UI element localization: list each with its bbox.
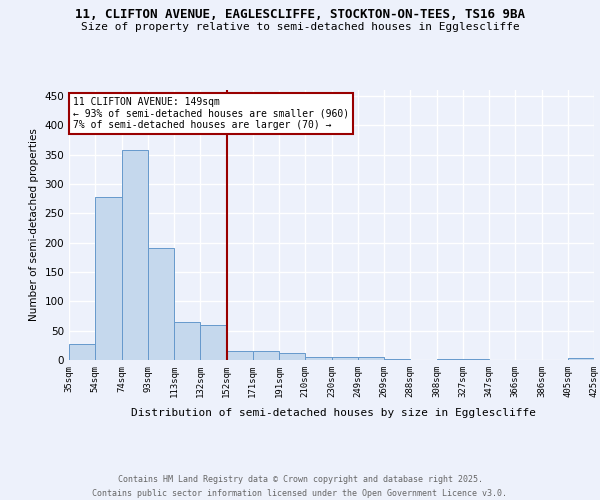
Bar bbox=[174, 322, 200, 360]
Bar bbox=[331, 357, 358, 360]
Bar bbox=[69, 344, 95, 360]
Bar bbox=[305, 357, 331, 360]
Bar bbox=[148, 248, 174, 360]
Bar bbox=[358, 357, 384, 360]
Bar bbox=[200, 325, 227, 360]
Bar bbox=[437, 359, 463, 360]
Y-axis label: Number of semi-detached properties: Number of semi-detached properties bbox=[29, 128, 39, 322]
Text: 11, CLIFTON AVENUE, EAGLESCLIFFE, STOCKTON-ON-TEES, TS16 9BA: 11, CLIFTON AVENUE, EAGLESCLIFFE, STOCKT… bbox=[75, 8, 525, 20]
Text: 11 CLIFTON AVENUE: 149sqm
← 93% of semi-detached houses are smaller (960)
7% of : 11 CLIFTON AVENUE: 149sqm ← 93% of semi-… bbox=[73, 97, 349, 130]
Text: Size of property relative to semi-detached houses in Egglescliffe: Size of property relative to semi-detach… bbox=[80, 22, 520, 32]
Bar bbox=[463, 359, 489, 360]
Bar bbox=[384, 359, 410, 360]
Text: Contains HM Land Registry data © Crown copyright and database right 2025.
Contai: Contains HM Land Registry data © Crown c… bbox=[92, 476, 508, 498]
Bar bbox=[121, 150, 148, 360]
Bar bbox=[227, 351, 253, 360]
Bar bbox=[253, 351, 279, 360]
Bar bbox=[279, 353, 305, 360]
Bar bbox=[95, 197, 121, 360]
Text: Distribution of semi-detached houses by size in Egglescliffe: Distribution of semi-detached houses by … bbox=[131, 408, 536, 418]
Bar bbox=[568, 358, 594, 360]
